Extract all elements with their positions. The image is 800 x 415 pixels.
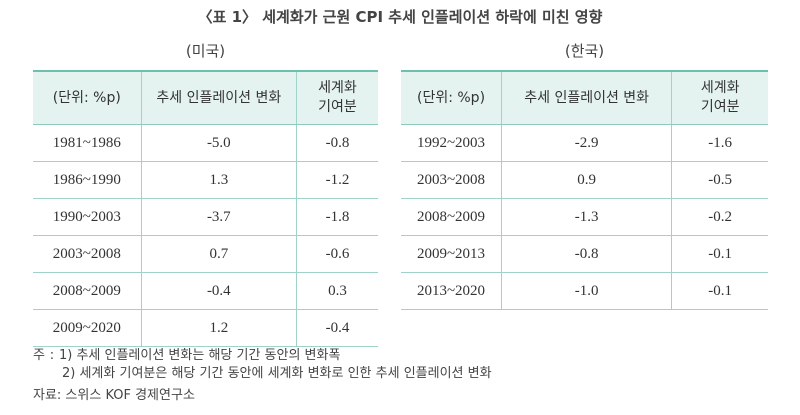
period-cell: 2003~2008 <box>33 235 142 273</box>
value-cell: 0.7 <box>140 235 297 273</box>
value-cell: -1.3 <box>501 198 672 236</box>
table-row: 2009~2020 1.2 -0.4 <box>33 309 378 347</box>
header-cell: 추세 인플레이션 변화 <box>501 70 672 125</box>
period-cell: 2008~2009 <box>33 272 142 310</box>
value-cell: -0.8 <box>501 235 672 273</box>
value-cell: -5.0 <box>140 124 297 162</box>
header-cell: 추세 인플레이션 변화 <box>140 70 297 125</box>
value-cell: 1.3 <box>140 161 297 199</box>
value-cell: -1.2 <box>295 161 378 199</box>
note-label: 주 <box>33 348 45 363</box>
table-row: 1981~1986 -5.0 -0.8 <box>33 124 378 162</box>
period-cell: 1981~1986 <box>33 124 142 162</box>
value-cell: 0.3 <box>295 272 378 310</box>
source: 자료: 스위스 KOF 경제연구소 <box>33 388 195 403</box>
period-cell: 2003~2008 <box>401 161 502 199</box>
period-cell: 1990~2003 <box>33 198 142 236</box>
value-cell: -1.8 <box>295 198 378 236</box>
value-cell: -0.4 <box>140 272 297 310</box>
note-item: 1) 추세 인플레이션 변화는 해당 기간 동안의 변화폭 <box>58 348 341 363</box>
period-cell: 2008~2009 <box>401 198 502 236</box>
value-cell: -0.5 <box>671 161 768 199</box>
table-row: 1990~2003 -3.7 -1.8 <box>33 198 378 236</box>
header-line: 기여분 <box>700 99 740 115</box>
title: 〈표 1〉 세계화가 근원 CPI 추세 인플레이션 하락에 미친 영향 <box>197 8 603 26</box>
value-cell: -0.2 <box>671 198 768 236</box>
value-cell: -0.8 <box>295 124 378 162</box>
header-line: 기여분 <box>318 99 357 115</box>
period-cell: 2013~2020 <box>401 272 502 310</box>
table-row: 1992~2003 -2.9 -1.6 <box>401 124 768 162</box>
header-line: 세계화 <box>318 80 357 96</box>
table-row: 1986~1990 1.3 -1.2 <box>33 161 378 199</box>
table-row: 2008~2009 -0.4 0.3 <box>33 272 378 310</box>
note-colon: : <box>49 348 55 363</box>
header-row: (단위: %p) 추세 인플레이션 변화 세계화 기여분 <box>33 70 378 125</box>
note-item: 2) 세계화 기여분은 해당 기간 동안에 세계화 변화로 인한 추세 인플레이… <box>62 366 492 381</box>
value-cell: -0.1 <box>671 272 768 310</box>
note-1: 주:1) 추세 인플레이션 변화는 해당 기간 동안의 변화폭 <box>33 344 340 363</box>
value-cell: -0.1 <box>671 235 768 273</box>
period-cell: 1986~1990 <box>33 161 142 199</box>
header-row: (단위: %p) 추세 인플레이션 변화 세계화 기여분 <box>401 70 768 125</box>
value-cell: -1.0 <box>501 272 672 310</box>
value-cell: -2.9 <box>501 124 672 162</box>
header-line: 세계화 <box>700 80 740 96</box>
period-cell: 2009~2013 <box>401 235 502 273</box>
value-cell: -1.6 <box>671 124 768 162</box>
table-caption: (한국) <box>564 42 605 60</box>
header-cell: (단위: %p) <box>401 70 502 125</box>
table-caption: (미국) <box>185 42 226 60</box>
note-2: 2) 세계화 기여분은 해당 기간 동안에 세계화 변화로 인한 추세 인플레이… <box>62 362 492 381</box>
value-cell: -0.4 <box>295 309 378 347</box>
data-table: (단위: %p) 추세 인플레이션 변화 세계화 기여분 1981~1986 -5.0 -0… <box>33 70 378 347</box>
table-row: 2009~2013 -0.8 -0.1 <box>401 235 768 273</box>
table-row: 2013~2020 -1.0 -0.1 <box>401 272 768 310</box>
table-row: 2008~2009 -1.3 -0.2 <box>401 198 768 236</box>
value-cell: -0.6 <box>295 235 378 273</box>
header-cell: (단위: %p) <box>33 70 142 125</box>
period-cell: 2009~2020 <box>33 309 142 347</box>
period-cell: 1992~2003 <box>401 124 502 162</box>
value-cell: 0.9 <box>501 161 672 199</box>
table-row: 2003~2008 0.7 -0.6 <box>33 235 378 273</box>
value-cell: 1.2 <box>140 309 297 347</box>
value-cell: -3.7 <box>140 198 297 236</box>
table-row: 2003~2008 0.9 -0.5 <box>401 161 768 199</box>
data-table: (단위: %p) 추세 인플레이션 변화 세계화 기여분 1992~2003 -2.9 -1… <box>401 70 768 310</box>
